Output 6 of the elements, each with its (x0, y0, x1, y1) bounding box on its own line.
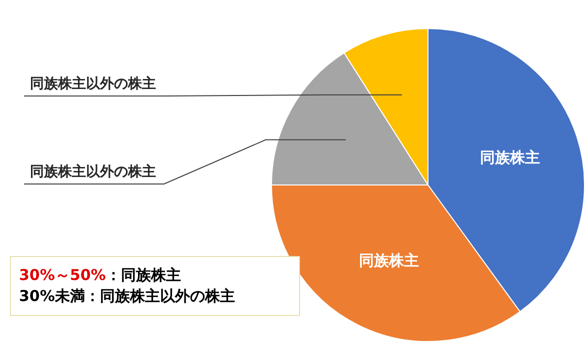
slice-label: 同族株主 (358, 252, 419, 270)
text: 30%～50%：同族株主 (19, 265, 182, 286)
slice-label: 同族株主 (480, 148, 540, 166)
text: 30%未満：同族株主以外の株主 (19, 286, 236, 307)
slice-label: 同族株主以外の株主 (30, 75, 156, 92)
slice-label: 同族株主以外の株主 (30, 163, 156, 180)
